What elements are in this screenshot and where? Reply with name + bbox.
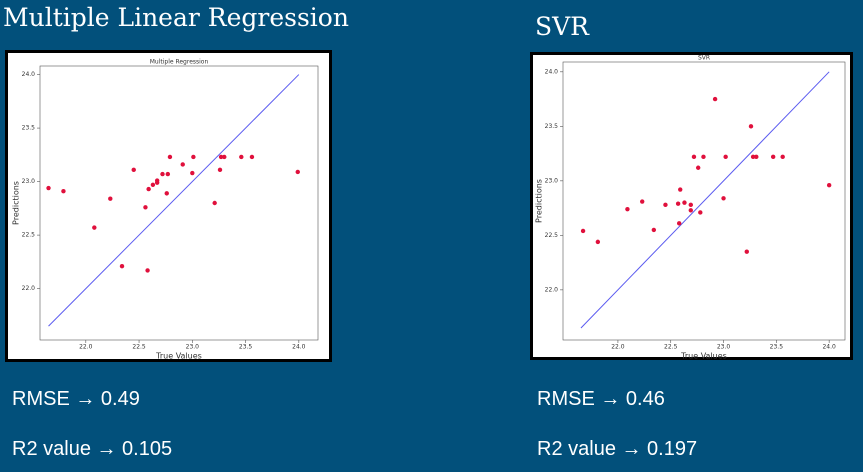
point [780, 154, 785, 160]
point [625, 206, 630, 212]
point [222, 154, 227, 160]
y-tick-label: 23.0 [545, 177, 559, 184]
point [698, 210, 703, 215]
metric: RMSE → 0.46 [537, 388, 665, 410]
x-axis-label: True Values [680, 352, 727, 361]
point [580, 228, 586, 234]
point [663, 202, 668, 208]
point [651, 227, 657, 233]
point [180, 162, 185, 167]
y-tick-label: 23.5 [22, 125, 36, 132]
x-tick-label: 23.0 [717, 344, 731, 351]
reference-line [48, 74, 300, 327]
point [744, 249, 749, 254]
heading: SVR [535, 12, 590, 41]
plot-area [39, 65, 319, 341]
y-tick-label: 22.5 [22, 232, 36, 239]
x-tick-label: 23.0 [186, 344, 200, 351]
point [46, 185, 51, 191]
point [212, 200, 217, 206]
metric: R2 value → 0.105 [12, 438, 172, 460]
x-tick-label: 23.5 [239, 344, 253, 351]
point [154, 178, 160, 183]
point [691, 154, 697, 160]
point [191, 154, 196, 160]
x-axis-label: True Values [155, 352, 202, 361]
y-tick-label: 22.0 [545, 286, 559, 293]
point [682, 200, 687, 205]
metric: R2 value → 0.197 [537, 438, 697, 460]
metric: RMSE → 0.49 [12, 388, 140, 410]
y-tick-label: 23.0 [22, 178, 36, 185]
point [119, 263, 125, 269]
point [748, 124, 754, 129]
point [295, 169, 300, 175]
point [92, 225, 97, 230]
point [217, 167, 223, 173]
plot-area [562, 61, 846, 341]
point [675, 201, 681, 206]
point [754, 154, 759, 160]
point [688, 208, 693, 213]
point [678, 187, 683, 192]
chart: Multiple Regression True Values Prediction… [5, 50, 332, 362]
x-tick-label: 23.5 [770, 344, 784, 351]
point [770, 154, 776, 160]
point [146, 186, 151, 192]
point [167, 154, 173, 160]
chart-title: Multiple Regression [150, 59, 209, 66]
point [701, 154, 706, 160]
point [688, 202, 693, 208]
point [131, 167, 136, 173]
point [695, 165, 701, 170]
x-tick-label: 24.0 [292, 344, 306, 351]
x-tick-label: 24.0 [822, 344, 836, 351]
point [150, 182, 156, 188]
x-tick-label: 22.0 [79, 344, 93, 351]
point [721, 196, 726, 201]
chart: SVR True Values Predictions 22.0 22.5 23.0 23.… [530, 52, 853, 361]
point [164, 191, 169, 196]
x-tick-label: 22.5 [664, 344, 678, 351]
x-tick-label: 22.5 [132, 344, 146, 351]
point [595, 239, 601, 245]
point [145, 268, 150, 273]
point [826, 182, 832, 188]
point [640, 199, 645, 204]
point [712, 96, 718, 102]
y-tick-label: 23.5 [545, 123, 559, 130]
point [676, 221, 682, 226]
point [218, 154, 224, 160]
point [750, 154, 756, 160]
chart-title: SVR [698, 55, 710, 62]
x-tick-label: 22.0 [611, 344, 625, 351]
reference-line [580, 71, 830, 329]
point [165, 171, 171, 177]
y-tick-label: 24.0 [545, 68, 559, 75]
point [249, 154, 255, 160]
point [61, 189, 66, 194]
heading: Multiple Linear Regression [3, 3, 349, 32]
y-axis-label: Predictions [535, 179, 544, 223]
point [190, 170, 195, 176]
point [239, 154, 244, 160]
point [143, 205, 148, 210]
y-tick-label: 22.5 [545, 232, 559, 239]
point [160, 171, 165, 177]
point [108, 196, 113, 201]
y-tick-label: 24.0 [22, 71, 36, 78]
y-tick-label: 22.0 [22, 285, 36, 292]
y-axis-label: Predictions [12, 181, 21, 225]
point [723, 154, 728, 160]
